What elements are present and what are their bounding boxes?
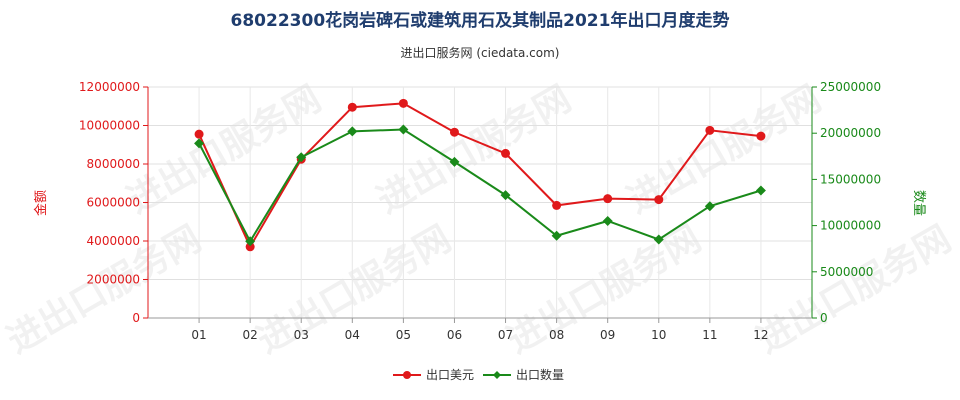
series-1-point-5	[449, 156, 460, 167]
series-0-point-6	[501, 148, 511, 158]
series-line-1	[198, 128, 762, 244]
x-tick-label: 06	[447, 328, 462, 342]
x-tick-label: 11	[702, 328, 717, 342]
series-1-point-10	[704, 201, 715, 212]
left-tick-label: 10000000	[79, 119, 140, 133]
left-tick-label: 2000000	[87, 273, 140, 287]
series-0-point-4	[398, 98, 408, 108]
left-tick-label: 4000000	[87, 234, 140, 248]
x-tick-label: 09	[600, 328, 615, 342]
left-tick-label: 6000000	[87, 196, 140, 210]
right-tick-label: 25000000	[820, 80, 881, 94]
series-0-point-10	[705, 125, 715, 135]
legend-label: 出口美元	[426, 368, 474, 382]
chart-title: 68022300花岗岩碑石或建筑用石及其制品2021年出口月度走势	[230, 11, 730, 31]
legend-marker-1	[493, 371, 501, 379]
left-tick-label: 8000000	[87, 157, 140, 171]
legend-label: 出口数量	[516, 367, 564, 382]
series-0-point-8	[603, 194, 613, 204]
x-tick-label: 01	[191, 328, 206, 342]
right-tick-label: 5000000	[820, 265, 873, 279]
series-0-point-7	[552, 200, 562, 210]
x-tick-label: 10	[651, 328, 666, 342]
legend-marker-0	[403, 371, 411, 379]
series-1-point-9	[653, 234, 664, 245]
x-tick-label: 03	[294, 328, 309, 342]
right-tick-label: 0	[820, 311, 828, 325]
series-0-point-1	[245, 242, 255, 252]
series-0-point-3	[347, 102, 357, 112]
x-tick-label: 12	[753, 328, 768, 342]
x-tick-label: 04	[345, 328, 360, 342]
watermark-text-4: 进出口服务网	[120, 78, 328, 222]
grid-lines	[148, 86, 812, 319]
right-tick-label: 10000000	[820, 219, 881, 233]
series-1-point-4	[398, 124, 409, 135]
series-layer	[194, 98, 766, 252]
series-0-point-0	[194, 129, 204, 139]
series-line-0	[198, 102, 762, 249]
x-tick-label: 07	[498, 328, 513, 342]
legend: 出口美元 出口数量	[393, 367, 564, 382]
series-1-point-11	[755, 185, 766, 196]
series-1-point-7	[551, 230, 562, 241]
series-1-point-3	[347, 126, 358, 137]
series-1-point-2	[296, 152, 307, 163]
axes: 0200000040000006000000800000010000000120…	[33, 80, 926, 342]
left-tick-label: 12000000	[79, 80, 140, 94]
series-1-point-1	[245, 236, 256, 247]
x-tick-label: 02	[243, 328, 258, 342]
series-0-point-9	[654, 195, 664, 205]
series-0-point-11	[756, 131, 766, 141]
series-0-point-5	[449, 127, 459, 137]
left-tick-label: 0	[132, 311, 140, 325]
right-tick-label: 20000000	[820, 126, 881, 140]
x-tick-label: 08	[549, 328, 564, 342]
y-right-axis-title: 数量	[911, 190, 926, 216]
y-left-axis-title: 金额	[33, 190, 49, 216]
series-1-point-6	[500, 190, 511, 201]
chart-subtitle: 进出口服务网 (ciedata.com)	[400, 46, 560, 60]
series-1-point-8	[602, 215, 613, 226]
series-1-point-0	[194, 138, 205, 149]
x-tick-label: 05	[396, 328, 411, 342]
right-tick-label: 15000000	[820, 172, 881, 186]
watermark-text-3: 进出口服务网	[750, 218, 958, 362]
